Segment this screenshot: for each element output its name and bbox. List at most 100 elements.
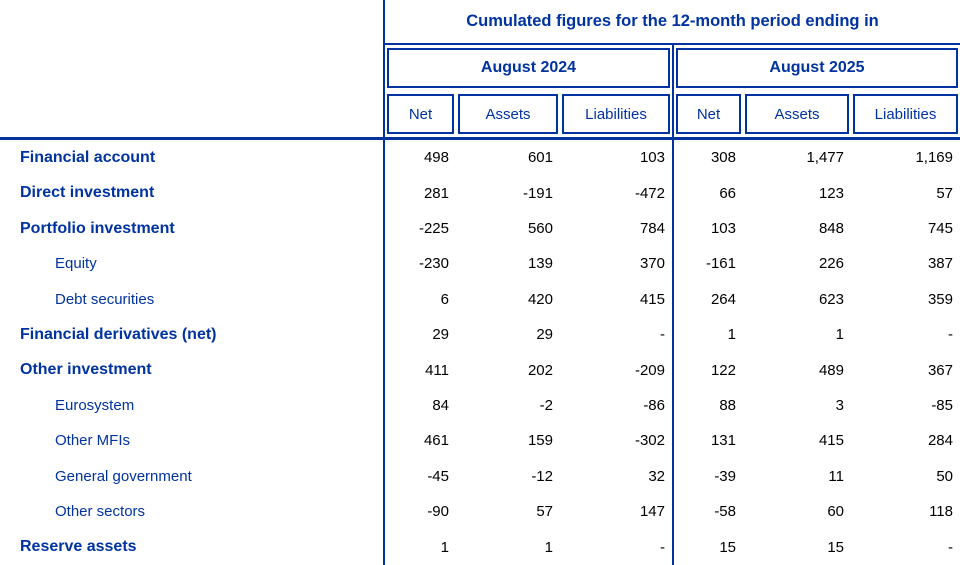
table-row: Eurosystem 84 -2 -86 88 3 -85 xyxy=(0,387,960,424)
value-cell: -58 xyxy=(672,494,743,530)
value-cell: 498 xyxy=(383,140,456,176)
value-cell: -90 xyxy=(383,494,456,530)
value-cell: 745 xyxy=(927,220,953,238)
value-cell: 623 xyxy=(818,290,844,308)
value-cell: 57 xyxy=(536,503,553,521)
row-label: Other investment xyxy=(20,361,152,379)
column-header-liabilities-2024: Liabilities xyxy=(560,91,672,137)
value-cell: 123 xyxy=(818,184,844,202)
value-cell: -225 xyxy=(383,210,456,247)
value-cell: - xyxy=(660,538,665,556)
value-cell: 11 xyxy=(828,467,844,485)
header-corner-spacer xyxy=(0,45,383,91)
value-cell: 359 xyxy=(927,290,953,308)
row-label: Direct investment xyxy=(20,184,155,202)
column-header-assets-2025: Assets xyxy=(743,91,851,137)
table-row: Other investment 411 202 -209 122 489 367 xyxy=(0,352,960,388)
value-cell: 420 xyxy=(527,290,553,308)
value-cell: 66 xyxy=(672,175,743,211)
period-label: August 2024 xyxy=(387,48,670,88)
table-title: Cumulated figures for the 12-month perio… xyxy=(383,0,960,45)
value-cell: -191 xyxy=(522,184,553,202)
table-row: Other MFIs 461 159 -302 131 415 284 xyxy=(0,423,960,459)
table-row: Debt securities 6 420 415 264 623 359 xyxy=(0,281,960,318)
value-cell: -86 xyxy=(643,397,665,415)
column-header-label: Net xyxy=(387,94,454,134)
value-cell: -39 xyxy=(672,458,743,495)
value-cell: -161 xyxy=(672,246,743,282)
row-label: Other MFIs xyxy=(55,432,131,450)
value-cell: 281 xyxy=(383,175,456,211)
value-cell: 15 xyxy=(827,538,844,556)
row-label: Debt securities xyxy=(55,290,155,308)
value-cell: 118 xyxy=(929,503,953,521)
value-cell: 489 xyxy=(818,361,844,379)
value-cell: 202 xyxy=(527,361,553,379)
row-label: Equity xyxy=(55,255,97,273)
value-cell: -472 xyxy=(634,184,665,202)
column-header-label: Net xyxy=(676,94,741,134)
value-cell: 3 xyxy=(835,397,844,415)
table-row: Equity -230 139 370 -161 226 387 xyxy=(0,246,960,282)
value-cell: -209 xyxy=(634,361,665,379)
value-cell: 88 xyxy=(672,387,743,424)
value-cell: 415 xyxy=(818,432,844,450)
value-cell: - xyxy=(660,326,665,344)
value-cell: -230 xyxy=(383,246,456,282)
column-header-label: Assets xyxy=(745,94,849,134)
table-header: Cumulated figures for the 12-month perio… xyxy=(0,0,960,140)
value-cell: 784 xyxy=(639,220,665,238)
column-header-label: Liabilities xyxy=(562,94,670,134)
value-cell: 284 xyxy=(927,432,953,450)
table-row: Reserve assets 1 1-15 15- xyxy=(0,529,960,565)
value-cell: 57 xyxy=(936,184,953,202)
value-cell: 32 xyxy=(648,467,665,485)
value-cell: 122 xyxy=(672,352,743,388)
row-label: General government xyxy=(55,467,192,485)
value-cell: 84 xyxy=(383,387,456,424)
value-cell: 15 xyxy=(672,529,743,565)
value-cell: 461 xyxy=(383,423,456,459)
value-cell: 1 xyxy=(835,326,844,344)
value-cell: 29 xyxy=(536,326,553,344)
value-cell: 1,477 xyxy=(806,149,844,167)
period-label: August 2025 xyxy=(676,48,958,88)
table-row: Direct investment 281 -191 -472 66 123 57 xyxy=(0,175,960,211)
value-cell: 131 xyxy=(672,423,743,459)
value-cell: 601 xyxy=(527,149,553,167)
value-cell: 387 xyxy=(927,255,953,273)
row-label: Eurosystem xyxy=(55,397,135,415)
value-cell: -85 xyxy=(931,397,953,415)
value-cell: 103 xyxy=(672,210,743,247)
value-cell: 1 xyxy=(672,317,743,353)
value-cell: 308 xyxy=(672,140,743,176)
header-corner-spacer xyxy=(0,0,383,45)
value-cell: 370 xyxy=(639,255,665,273)
value-cell: 50 xyxy=(936,467,953,485)
column-header-label: Assets xyxy=(458,94,558,134)
column-header-net-2024: Net xyxy=(383,91,456,137)
column-header-assets-2024: Assets xyxy=(456,91,560,137)
value-cell: 139 xyxy=(527,255,553,273)
value-cell: 60 xyxy=(827,503,844,521)
column-header-liabilities-2025: Liabilities xyxy=(851,91,960,137)
value-cell: 226 xyxy=(818,255,844,273)
value-cell: -45 xyxy=(383,458,456,495)
row-label: Portfolio investment xyxy=(20,219,175,237)
value-cell: 147 xyxy=(639,503,665,521)
value-cell: 103 xyxy=(639,149,665,167)
value-cell: 560 xyxy=(527,220,553,238)
period-header-august-2025: August 2025 xyxy=(672,45,960,91)
value-cell: -2 xyxy=(539,397,553,415)
value-cell: 848 xyxy=(818,220,844,238)
value-cell: - xyxy=(948,538,953,556)
period-header-august-2024: August 2024 xyxy=(383,45,672,91)
column-header-label: Liabilities xyxy=(853,94,958,134)
value-cell: 264 xyxy=(672,281,743,318)
value-cell: 1 xyxy=(383,529,456,565)
value-cell: 6 xyxy=(383,281,456,318)
header-corner-spacer xyxy=(0,91,383,137)
table-row: General government -45 -12 32 -39 11 50 xyxy=(0,458,960,495)
column-header-net-2025: Net xyxy=(672,91,743,137)
